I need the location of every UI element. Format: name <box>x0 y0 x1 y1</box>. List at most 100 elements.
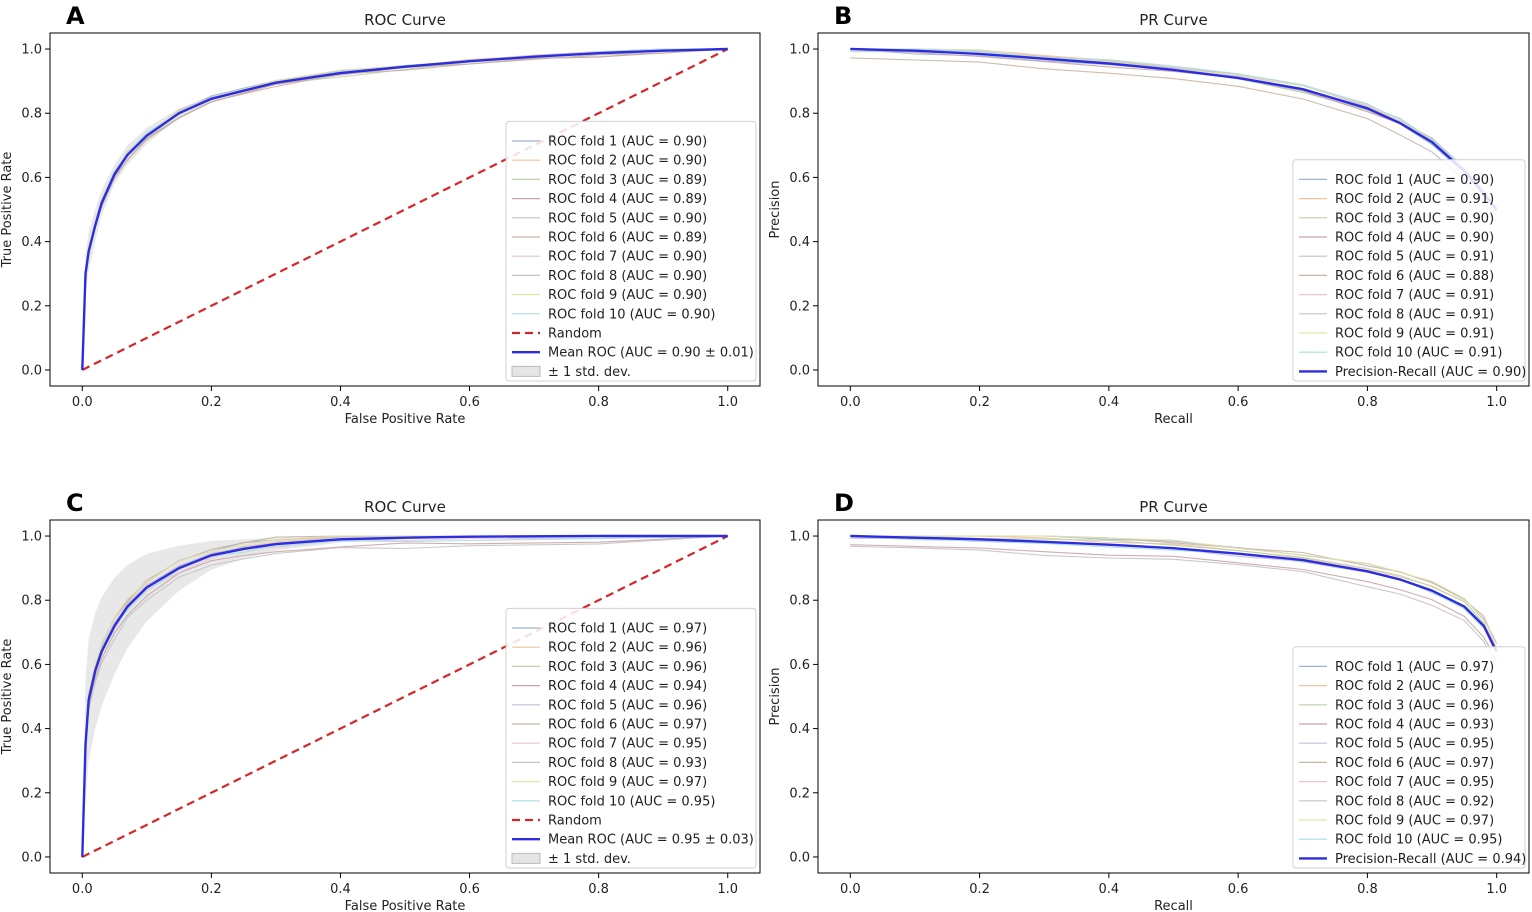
axes-frame <box>817 32 1530 387</box>
fold-curve <box>81 535 728 858</box>
fold-curve <box>850 535 1498 654</box>
y-axis-title: True Positive Rate <box>0 639 15 756</box>
legend-fold-label: ROC fold 9 (AUC = 0.90) <box>548 288 707 303</box>
x-axis-title: False Positive Rate <box>345 899 466 912</box>
legend-mean-label: Precision-Recall (AUC = 0.90) <box>1335 365 1526 380</box>
axes-frame <box>49 32 761 387</box>
legend-fold-label: ROC fold 8 (AUC = 0.91) <box>1335 307 1494 322</box>
legend-fold-label: ROC fold 4 (AUC = 0.90) <box>1335 231 1494 246</box>
y-tick-label: 0.0 <box>21 850 42 865</box>
y-tick-label: 0.2 <box>789 299 810 314</box>
legend-fold-label: ROC fold 10 (AUC = 0.95) <box>548 794 715 809</box>
legend-box <box>1292 159 1526 382</box>
legend-fold-label: ROC fold 5 (AUC = 0.91) <box>1335 250 1494 265</box>
y-tick-label: 0.8 <box>789 594 810 609</box>
legend-fold-label: ROC fold 8 (AUC = 0.92) <box>1335 794 1494 809</box>
legend-box <box>505 607 757 869</box>
x-tick-label: 0.6 <box>459 395 480 410</box>
legend-fold-label: ROC fold 4 (AUC = 0.94) <box>548 679 707 694</box>
legend-fold-label: ROC fold 4 (AUC = 0.93) <box>1335 718 1494 733</box>
mean-curve <box>850 534 1498 653</box>
chart-title: PR Curve <box>1139 498 1208 516</box>
x-tick-label: 0.8 <box>1357 882 1378 897</box>
x-tick-label: 0.4 <box>330 395 351 410</box>
legend-mean-label: Mean ROC (AUC = 0.90 ± 0.01) <box>548 346 754 361</box>
legend-fold-label: ROC fold 3 (AUC = 0.96) <box>1335 698 1494 713</box>
y-tick-label: 0.8 <box>21 107 42 122</box>
legend-fold-label: ROC fold 1 (AUC = 0.97) <box>548 622 707 637</box>
x-tick-label: 0.8 <box>588 395 609 410</box>
y-axis-title: True Positive Rate <box>0 152 15 269</box>
legend-std-label: ± 1 std. dev. <box>548 852 631 867</box>
random-line <box>81 48 729 371</box>
x-tick-label: 0.0 <box>72 882 93 897</box>
legend-random-label: Random <box>548 327 602 342</box>
panel-letter: C <box>66 489 84 517</box>
legend-std-swatch <box>511 365 541 377</box>
plot-area <box>81 534 729 858</box>
y-tick-label: 0.8 <box>21 594 42 609</box>
legend-fold-label: ROC fold 8 (AUC = 0.93) <box>548 756 707 771</box>
legend: ROC fold 1 (AUC = 0.97) ROC fold 2 (AUC =… <box>505 607 757 869</box>
x-tick-label: 0.0 <box>840 882 861 897</box>
panel-letter: A <box>66 2 85 30</box>
x-axis-title: Recall <box>1154 412 1193 427</box>
legend-std-swatch <box>511 852 541 864</box>
legend-fold-label: ROC fold 5 (AUC = 0.90) <box>548 211 707 226</box>
legend-fold-label: ROC fold 2 (AUC = 0.91) <box>1335 192 1494 207</box>
y-tick-label: 0.4 <box>21 722 42 737</box>
legend-std-label: ± 1 std. dev. <box>548 365 631 380</box>
legend-fold-label: ROC fold 4 (AUC = 0.89) <box>548 192 707 207</box>
y-axis-title: Precision <box>768 180 783 238</box>
x-tick-label: 0.8 <box>588 882 609 897</box>
legend-fold-label: ROC fold 5 (AUC = 0.95) <box>1335 737 1494 752</box>
y-tick-label: 0.4 <box>789 722 810 737</box>
y-tick-label: 0.4 <box>789 235 810 250</box>
legend-box <box>505 120 757 382</box>
plot-area <box>850 534 1498 666</box>
fold-curve <box>81 535 728 858</box>
x-tick-label: 0.2 <box>201 882 222 897</box>
legend-fold-label: ROC fold 10 (AUC = 0.95) <box>1335 833 1502 848</box>
legend-fold-label: ROC fold 3 (AUC = 0.89) <box>548 173 707 188</box>
x-tick-label: 0.2 <box>969 395 990 410</box>
legend-fold-label: ROC fold 9 (AUC = 0.97) <box>1335 814 1494 829</box>
legend-fold-label: ROC fold 1 (AUC = 0.90) <box>548 135 707 150</box>
y-tick-label: 0.0 <box>21 363 42 378</box>
x-tick-label: 0.8 <box>1357 395 1378 410</box>
y-tick-label: 1.0 <box>789 530 810 545</box>
y-tick-label: 0.2 <box>21 299 42 314</box>
panel-letter: D <box>834 489 854 517</box>
legend-fold-label: ROC fold 6 (AUC = 0.97) <box>1335 756 1494 771</box>
mean-curve <box>81 534 728 858</box>
legend-box <box>1292 646 1526 869</box>
x-tick-label: 0.4 <box>330 882 351 897</box>
mean-curve <box>81 47 728 371</box>
y-axis-title: Precision <box>768 667 783 725</box>
axes-frame <box>817 519 1530 874</box>
legend-fold-label: ROC fold 3 (AUC = 0.90) <box>1335 211 1494 226</box>
legend: ROC fold 1 (AUC = 0.97) ROC fold 2 (AUC =… <box>1292 646 1526 869</box>
x-axis-title: Recall <box>1154 899 1193 912</box>
x-tick-label: 0.6 <box>1228 882 1249 897</box>
x-axis-title: False Positive Rate <box>345 412 466 427</box>
legend-mean-label: Precision-Recall (AUC = 0.94) <box>1335 852 1526 867</box>
y-tick-label: 1.0 <box>789 43 810 58</box>
legend-fold-label: ROC fold 5 (AUC = 0.96) <box>548 698 707 713</box>
y-tick-label: 0.6 <box>789 658 810 673</box>
chart-title: ROC Curve <box>364 498 446 516</box>
legend: ROC fold 1 (AUC = 0.90) ROC fold 2 (AUC =… <box>505 120 757 382</box>
x-tick-label: 0.4 <box>1099 882 1120 897</box>
legend-random-label: Random <box>548 814 602 829</box>
x-tick-label: 0.2 <box>969 882 990 897</box>
legend-fold-label: ROC fold 9 (AUC = 0.91) <box>1335 327 1494 342</box>
y-tick-label: 0.4 <box>21 235 42 250</box>
legend-fold-label: ROC fold 7 (AUC = 0.90) <box>548 250 707 265</box>
x-tick-label: 0.4 <box>1099 395 1120 410</box>
y-tick-label: 1.0 <box>21 530 42 545</box>
legend-fold-label: ROC fold 6 (AUC = 0.89) <box>548 231 707 246</box>
legend-fold-label: ROC fold 1 (AUC = 0.90) <box>1335 173 1494 188</box>
std-dev-band <box>82 536 728 857</box>
axes-frame <box>49 519 761 874</box>
